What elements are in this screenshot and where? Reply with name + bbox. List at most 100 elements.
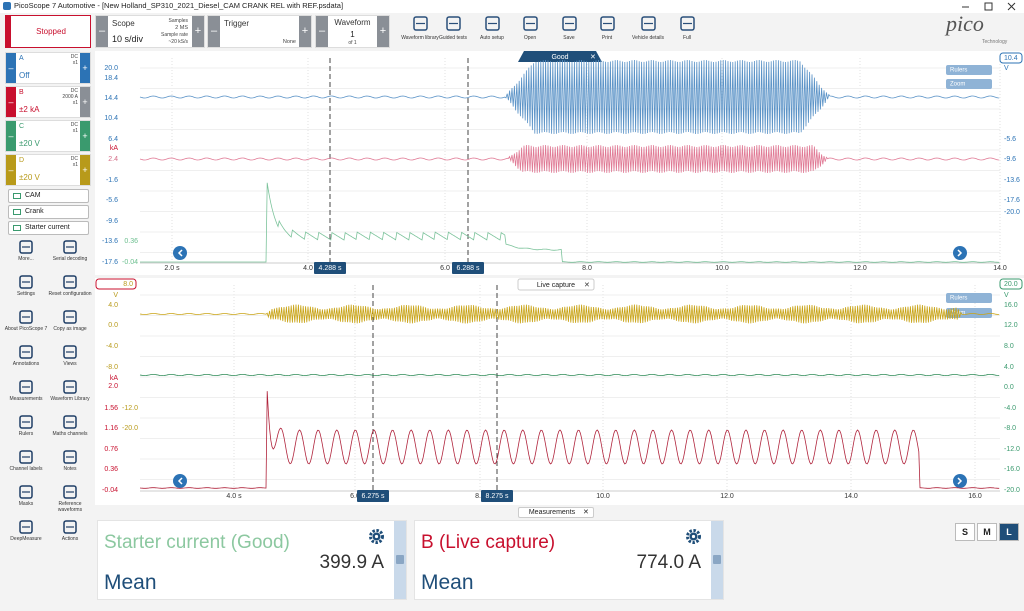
- size-button[interactable]: L: [999, 523, 1019, 541]
- icon-shape: [446, 16, 461, 31]
- size-button[interactable]: S: [955, 523, 975, 541]
- tool-button[interactable]: Copy as image: [48, 308, 92, 342]
- icon: [600, 16, 615, 31]
- tool-label: Channel labels: [9, 466, 43, 472]
- tool-button[interactable]: About PicoScope 7: [4, 308, 48, 342]
- measurement-card: B (Live capture) 774.0 A Mean: [414, 520, 724, 600]
- x-axis-label: 8.0: [475, 493, 485, 500]
- y-axis-label: 8.0: [123, 281, 133, 288]
- increment[interactable]: +: [80, 87, 90, 117]
- decrement[interactable]: –: [96, 16, 108, 47]
- tool-button[interactable]: Measurements: [4, 378, 48, 412]
- tool-button[interactable]: Notes: [48, 448, 92, 482]
- tool-button[interactable]: Settings: [4, 273, 48, 307]
- increment[interactable]: +: [377, 16, 389, 47]
- tool-button[interactable]: More...: [4, 238, 48, 272]
- y-axis-label: -0.04: [122, 259, 138, 266]
- y-axis-label: kA: [110, 375, 119, 382]
- title-bar: [0, 0, 1024, 13]
- toolbar-button[interactable]: Auto setup: [472, 14, 512, 49]
- tool-label: Maths channels: [52, 431, 88, 437]
- decrement[interactable]: –: [208, 16, 220, 47]
- tool-button[interactable]: Reset configuration: [48, 273, 92, 307]
- increment[interactable]: +: [299, 16, 311, 47]
- icon-shape: [19, 310, 33, 324]
- y-axis-label: 0.36: [104, 466, 118, 473]
- size-button[interactable]: M: [977, 523, 997, 541]
- label: Waveform: [334, 18, 371, 27]
- tool-button[interactable]: Waveform Library: [48, 378, 92, 412]
- samples-label: Samples: [168, 18, 188, 24]
- scope-control[interactable]: – + Scope 10 s/div Samples 2 MS Sample rate ~20…: [95, 15, 205, 48]
- trigger-control[interactable]: – + Trigger None: [207, 15, 312, 48]
- window-controls[interactable]: [960, 1, 1020, 13]
- toolbar-button[interactable]: Waveform library: [400, 14, 440, 49]
- increment[interactable]: +: [80, 121, 90, 151]
- close: [1007, 2, 1016, 11]
- decrement[interactable]: –: [6, 53, 16, 83]
- ruler-label-box: [357, 490, 389, 502]
- reference-button[interactable]: Crank: [8, 205, 89, 219]
- y-axis-label: 0.0: [1004, 384, 1014, 391]
- decrement[interactable]: –: [6, 155, 16, 185]
- decrement[interactable]: –: [316, 16, 328, 47]
- toolbar-button[interactable]: Guided tests: [433, 14, 473, 49]
- delete-button[interactable]: [713, 555, 721, 564]
- tool-button[interactable]: Channel labels: [4, 448, 48, 482]
- run-button[interactable]: Stopped: [5, 15, 91, 48]
- tool-button[interactable]: Views: [48, 343, 92, 377]
- tool-button[interactable]: Rulers: [4, 413, 48, 447]
- y-axis-label: 8.0: [1004, 343, 1014, 350]
- sample-rate-label: Sample rate: [161, 32, 188, 38]
- tool-button[interactable]: Masks: [4, 483, 48, 517]
- channel-control[interactable]: – + A DC x1 Off: [5, 52, 91, 84]
- label: Trigger: [224, 19, 250, 28]
- scroll-arrow: [957, 249, 963, 257]
- decrement[interactable]: –: [6, 121, 16, 151]
- tool-button[interactable]: DeepMeasure: [4, 518, 48, 552]
- channel-detail: DC: [70, 88, 78, 94]
- tool-label: Copy as image: [53, 326, 87, 332]
- channel-control[interactable]: – + C DC x1 ±20 V: [5, 120, 91, 152]
- waveform-control[interactable]: – + Waveform 1 of 1: [315, 15, 390, 48]
- y-axis-label: 1.16: [104, 425, 118, 432]
- increment[interactable]: +: [80, 155, 90, 185]
- toolbar-button[interactable]: Print: [587, 14, 627, 49]
- toolbar-button[interactable]: Open: [510, 14, 550, 49]
- increment[interactable]: +: [80, 53, 90, 83]
- reference-icon: [13, 209, 21, 215]
- toolbar-button[interactable]: Vehicle details: [628, 14, 668, 49]
- reference-button[interactable]: CAM: [8, 189, 89, 203]
- channel-control[interactable]: – + D DC x1 ±20 V: [5, 154, 91, 186]
- toolbar-button-label: Open: [523, 35, 537, 41]
- toolbar-button[interactable]: Save: [549, 14, 589, 49]
- settings-button[interactable]: [368, 528, 385, 545]
- x-axis-label: 12.0: [853, 265, 867, 272]
- measurements-tab[interactable]: Measurements ✕: [518, 507, 594, 518]
- waveform: [139, 144, 1000, 174]
- decrement[interactable]: –: [6, 87, 16, 117]
- delete-button[interactable]: [396, 555, 404, 564]
- increment[interactable]: +: [192, 16, 204, 47]
- reference-button[interactable]: Starter current: [8, 221, 89, 235]
- icon-shape: [680, 16, 695, 31]
- icon: [19, 485, 33, 499]
- y-axis-label: 20.0: [104, 65, 118, 72]
- channel-name: D: [19, 157, 25, 164]
- icon-shape: [63, 240, 77, 254]
- tool-button[interactable]: Actions: [48, 518, 92, 552]
- waveform-count: of 1: [348, 40, 357, 46]
- measurement-statistic: Mean: [104, 571, 157, 594]
- toolbar-button[interactable]: Full: [667, 14, 707, 49]
- channel-name: C: [19, 123, 25, 130]
- settings-button[interactable]: [685, 528, 702, 545]
- tool-button[interactable]: Annotations: [4, 343, 48, 377]
- icon: [19, 450, 33, 464]
- tool-button[interactable]: Maths channels: [48, 413, 92, 447]
- tool-button[interactable]: Reference waveforms: [48, 483, 92, 517]
- icon: [413, 16, 428, 31]
- tool-button[interactable]: Serial decoding: [48, 238, 92, 272]
- icon-shape: [19, 345, 33, 359]
